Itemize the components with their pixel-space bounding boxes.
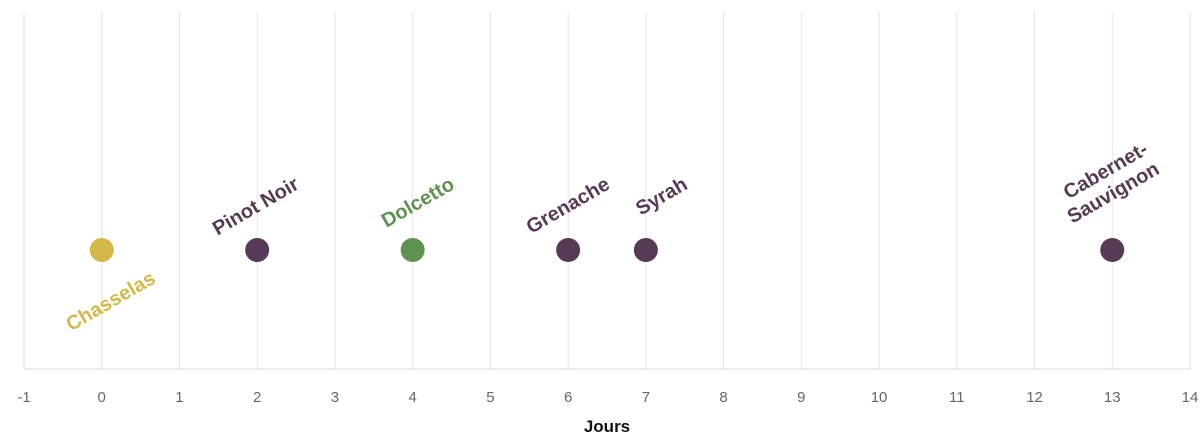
point-label-line: Dolcetto (378, 173, 458, 232)
point-label: Syrah (632, 173, 691, 220)
point-label-line: Pinot Noir (209, 173, 303, 240)
x-tick-label: 0 (98, 389, 106, 406)
point-label: Dolcetto (378, 173, 458, 232)
data-point (633, 238, 658, 262)
point-label: Cabernet-Sauvignon (1052, 138, 1163, 228)
x-tick-label: 11 (949, 389, 965, 406)
x-tick-label: 12 (1026, 389, 1043, 406)
data-point (89, 238, 114, 262)
x-tick-label: 3 (331, 389, 339, 406)
x-tick-label: 13 (1104, 389, 1121, 406)
point-label-line: Syrah (632, 173, 691, 220)
x-tick-label: 4 (408, 389, 416, 406)
x-tick-label: 14 (1182, 389, 1199, 406)
x-tick-label: -1 (17, 389, 30, 406)
point-label: Pinot Noir (209, 173, 303, 240)
x-tick-label: 8 (719, 389, 727, 406)
x-tick-labels: -1 0 1 2 3 4 5 6 7 8 9 10 11 12 13 14 (17, 389, 1198, 406)
grid-lines (23, 12, 1191, 369)
data-point (556, 238, 581, 262)
x-tick-label: 1 (175, 389, 183, 406)
data-point (400, 238, 425, 262)
point-label-line: Chasselas (63, 267, 160, 336)
x-tick-label: 9 (797, 389, 805, 406)
x-tick-label: 6 (564, 389, 572, 406)
point-label: Chasselas (63, 267, 160, 336)
x-tick-label: 7 (642, 389, 650, 406)
x-axis-title: Jours (584, 417, 630, 433)
data-points (89, 238, 1125, 262)
data-point (1100, 238, 1125, 262)
x-tick-label: 2 (253, 389, 261, 406)
x-tick-label: 10 (871, 389, 888, 406)
x-tick-label: 5 (486, 389, 494, 406)
data-point (245, 238, 270, 262)
